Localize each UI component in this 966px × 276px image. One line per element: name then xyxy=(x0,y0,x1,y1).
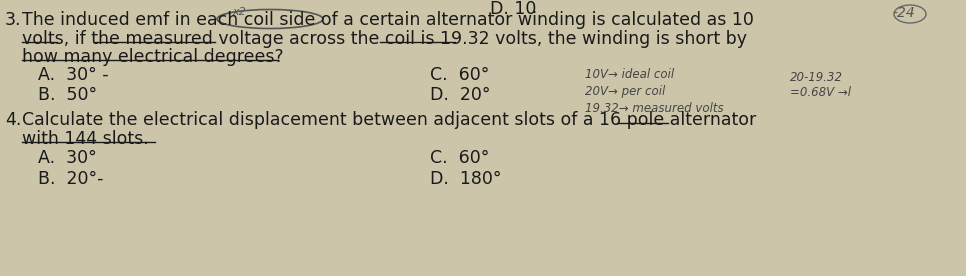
Text: 10V→ ideal coil: 10V→ ideal coil xyxy=(585,68,674,81)
Text: 20V→ per coil: 20V→ per coil xyxy=(585,85,666,98)
Text: -24: -24 xyxy=(892,6,915,20)
Text: D.  180°: D. 180° xyxy=(430,170,501,188)
Text: how many electrical degrees?: how many electrical degrees? xyxy=(22,48,284,66)
Text: D. 10: D. 10 xyxy=(490,0,536,18)
Text: 19.32→ measured volts: 19.32→ measured volts xyxy=(585,102,724,115)
Text: A.  30°: A. 30° xyxy=(38,149,97,167)
Text: =0.68V →l: =0.68V →l xyxy=(790,86,851,99)
Text: The induced emf in each coil side of a certain alternator winding is calculated : The induced emf in each coil side of a c… xyxy=(22,11,753,29)
Text: 3.: 3. xyxy=(5,11,21,29)
Text: Calculate the electrical displacement between adjacent slots of a 16 pole altern: Calculate the electrical displacement be… xyxy=(22,111,756,129)
Text: C.  60°: C. 60° xyxy=(430,149,490,167)
Text: D.  20°: D. 20° xyxy=(430,86,491,104)
Text: 20-19.32: 20-19.32 xyxy=(790,71,843,84)
Text: with 144 slots.: with 144 slots. xyxy=(22,130,149,148)
Text: volts, if the measured voltage across the coil is 19.32 volts, the winding is sh: volts, if the measured voltage across th… xyxy=(22,30,747,48)
Text: x2: x2 xyxy=(232,7,245,17)
Text: C.  60°: C. 60° xyxy=(430,66,490,84)
Text: B.  50°: B. 50° xyxy=(38,86,98,104)
Text: 4.: 4. xyxy=(5,111,21,129)
Text: A.  30° -: A. 30° - xyxy=(38,66,108,84)
Text: B.  20°-: B. 20°- xyxy=(38,170,103,188)
